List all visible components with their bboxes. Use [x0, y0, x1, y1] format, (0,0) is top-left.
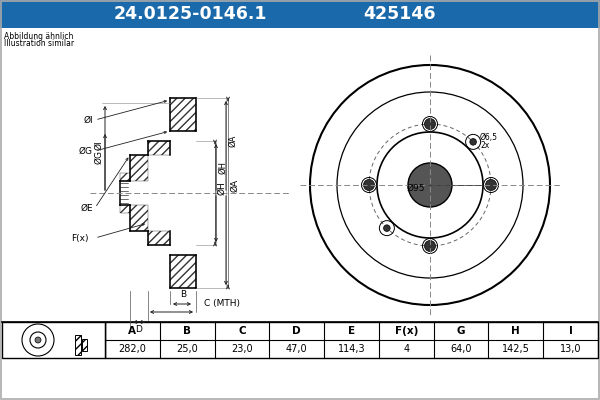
- Text: 2x: 2x: [480, 141, 490, 150]
- Text: ØA: ØA: [230, 178, 239, 192]
- Text: ØG: ØG: [79, 146, 93, 156]
- Text: 4: 4: [403, 344, 409, 354]
- Text: C (MTH): C (MTH): [204, 299, 240, 308]
- Text: 13,0: 13,0: [560, 344, 581, 354]
- Bar: [105, 322, 598, 358]
- Text: 282,0: 282,0: [118, 344, 146, 354]
- Text: 25,0: 25,0: [176, 344, 198, 354]
- Text: Ø6,5: Ø6,5: [480, 133, 498, 142]
- Bar: [130, 205, 148, 231]
- Text: ØA: ØA: [228, 134, 237, 147]
- Text: ØI: ØI: [83, 116, 93, 124]
- Circle shape: [470, 138, 476, 145]
- Text: 47,0: 47,0: [286, 344, 308, 354]
- Text: 114,3: 114,3: [338, 344, 365, 354]
- Bar: [148, 141, 170, 155]
- Text: A: A: [128, 326, 136, 336]
- Circle shape: [425, 118, 436, 130]
- Circle shape: [485, 180, 497, 190]
- Text: ØG: ØG: [94, 150, 103, 164]
- Text: 23,0: 23,0: [231, 344, 253, 354]
- Bar: [148, 231, 170, 245]
- Circle shape: [35, 337, 41, 343]
- Circle shape: [425, 240, 436, 252]
- Text: G: G: [457, 326, 466, 336]
- Text: ØH: ØH: [217, 181, 226, 195]
- Text: H: H: [511, 326, 520, 336]
- Text: 64,0: 64,0: [451, 344, 472, 354]
- Text: E: E: [348, 326, 355, 336]
- Bar: [170, 98, 196, 131]
- Text: 24.0125-0146.1: 24.0125-0146.1: [113, 5, 267, 23]
- Bar: [170, 255, 196, 288]
- Bar: [130, 155, 148, 181]
- Circle shape: [364, 180, 374, 190]
- Text: F(x): F(x): [71, 234, 89, 242]
- Text: Illustration similar: Illustration similar: [4, 39, 74, 48]
- Text: D: D: [136, 325, 142, 334]
- Bar: [82, 339, 87, 351]
- Text: I: I: [569, 326, 572, 336]
- Text: B: B: [183, 326, 191, 336]
- Bar: [75, 335, 81, 355]
- Text: C: C: [238, 326, 246, 336]
- Text: Abbildung ähnlich: Abbildung ähnlich: [4, 32, 73, 41]
- Bar: [2, 322, 105, 358]
- Text: F(x): F(x): [395, 326, 418, 336]
- Bar: [120, 205, 130, 213]
- Text: Ø95: Ø95: [407, 184, 425, 192]
- Text: B: B: [180, 290, 186, 299]
- Text: ØE: ØE: [80, 204, 93, 212]
- Bar: [120, 173, 130, 181]
- Circle shape: [383, 225, 390, 232]
- Text: 425146: 425146: [364, 5, 436, 23]
- Bar: [0, 0, 600, 28]
- Text: ØH: ØH: [218, 160, 227, 174]
- Text: 142,5: 142,5: [502, 344, 530, 354]
- Text: D: D: [292, 326, 301, 336]
- Circle shape: [408, 163, 452, 207]
- Text: ØI: ØI: [94, 141, 103, 150]
